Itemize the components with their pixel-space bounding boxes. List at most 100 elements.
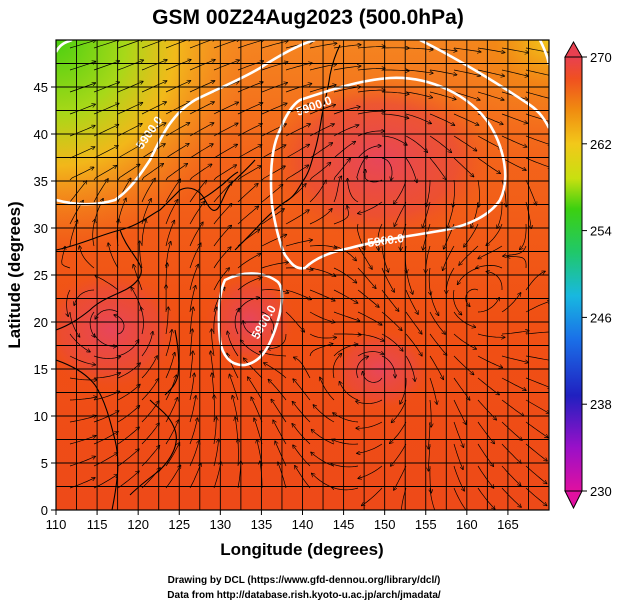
streamline-arrow xyxy=(93,146,118,159)
streamline-arrow xyxy=(501,465,521,486)
streamline-arrow xyxy=(189,264,198,291)
streamline-arrow xyxy=(189,351,193,379)
streamline-arrow xyxy=(477,69,504,76)
streamline-arrow xyxy=(117,471,139,489)
streamline-arrow xyxy=(453,487,467,510)
streamline-arrow xyxy=(477,421,494,444)
streamline-arrow xyxy=(382,92,409,94)
streamline-arrow xyxy=(391,399,407,422)
streamline-arrow xyxy=(141,219,146,247)
streamline-arrow xyxy=(67,289,71,316)
streamline-arrow xyxy=(165,200,178,225)
colorbar-tick-label: 262 xyxy=(590,137,612,152)
streamline-arrow xyxy=(429,333,447,355)
streamline-arrow xyxy=(189,396,196,423)
streamline-arrow xyxy=(333,45,361,49)
streamline-arrow xyxy=(69,83,95,93)
streamline-arrow xyxy=(525,135,549,145)
contour-line-northwest xyxy=(56,40,316,206)
streamline-arrow xyxy=(525,465,547,484)
streamline-arrow xyxy=(141,199,151,225)
streamline-arrow xyxy=(486,272,503,290)
streamline-arrow xyxy=(381,267,394,292)
x-tick-label: 160 xyxy=(456,517,478,532)
streamline-arrow xyxy=(458,267,479,284)
streamline-arrow xyxy=(141,423,159,445)
streamline-arrow xyxy=(333,66,361,71)
streamline-arrow xyxy=(165,164,187,181)
streamline-arrow xyxy=(550,180,566,202)
streamline-arrow xyxy=(93,219,95,247)
streamline-arrow xyxy=(69,40,96,49)
streamline-arrow xyxy=(165,465,181,489)
streamline-arrow xyxy=(261,41,288,49)
streamline-arrow xyxy=(405,333,422,356)
streamline-arrow xyxy=(453,443,463,469)
streamline-arrow xyxy=(453,289,461,315)
streamline-arrow xyxy=(525,179,536,205)
streamline-arrow xyxy=(405,91,432,98)
streamline-arrow xyxy=(309,143,332,159)
streamline-arrow xyxy=(429,377,437,404)
streamline-arrow xyxy=(405,289,418,314)
streamline-arrow xyxy=(237,145,262,159)
coastline-japan xyxy=(234,114,323,251)
streamline-arrow xyxy=(165,220,174,247)
streamline-arrow xyxy=(309,246,337,249)
coastline-philippines xyxy=(129,399,177,496)
streamline-arrow xyxy=(501,47,529,53)
streamline-arrow xyxy=(320,377,335,401)
streamline-arrow xyxy=(357,245,372,269)
streamline-arrow xyxy=(381,113,409,118)
streamline-arrow xyxy=(501,293,521,313)
streamline-arrow xyxy=(189,102,214,115)
streamline-arrow xyxy=(261,166,285,181)
streamline-arrow xyxy=(429,355,443,379)
streamline-arrow xyxy=(334,334,361,335)
streamline-arrow xyxy=(429,113,455,125)
streamline-arrow xyxy=(525,201,531,229)
streamline-arrow xyxy=(333,289,358,303)
streamline-arrow xyxy=(333,344,358,357)
y-tick-label: 15 xyxy=(34,362,48,377)
y-tick-label: 35 xyxy=(34,174,48,189)
streamline-arrow xyxy=(69,167,94,181)
streamline-arrow xyxy=(309,180,326,203)
colorbar-tick-label: 238 xyxy=(590,397,612,412)
streamline-arrow xyxy=(165,398,178,423)
streamline-arrow xyxy=(114,315,125,335)
streamline-arrow xyxy=(165,40,191,49)
streamline-arrow xyxy=(477,91,504,100)
streamline-arrow xyxy=(453,399,466,424)
streamline-arrow xyxy=(429,135,451,152)
streamline-arrow xyxy=(117,145,141,159)
x-tick-label: 120 xyxy=(127,517,149,532)
streamline-arrow xyxy=(213,165,236,181)
streamline-arrow xyxy=(189,81,215,93)
streamline-arrow xyxy=(93,475,117,489)
streamline-arrow xyxy=(525,355,549,361)
x-tick-label: 135 xyxy=(251,517,273,532)
streamline-arrow xyxy=(405,48,433,50)
streamline-arrow xyxy=(212,329,215,357)
streamline-arrow xyxy=(429,69,457,75)
x-tick-label: 125 xyxy=(168,517,190,532)
x-tick-label: 145 xyxy=(333,517,355,532)
streamline-arrow xyxy=(429,289,439,315)
streamline-arrow xyxy=(429,91,456,99)
streamline-arrow xyxy=(501,421,522,440)
streamline-arrow xyxy=(525,421,548,438)
streamline-arrow xyxy=(381,333,403,351)
streamline-arrow xyxy=(478,245,503,259)
contour-line-northeast xyxy=(419,40,549,129)
y-tick-label: 0 xyxy=(41,503,48,518)
streamline-arrow xyxy=(358,465,383,478)
streamline-arrow xyxy=(443,245,455,270)
streamline-arrow xyxy=(333,413,359,423)
streamline-arrow xyxy=(471,201,479,228)
streamline-arrow xyxy=(477,47,505,53)
streamline-arrow xyxy=(357,146,381,159)
streamline-arrow xyxy=(141,81,167,93)
streamline-arrow xyxy=(356,399,383,404)
x-tick-label: 165 xyxy=(497,517,519,532)
